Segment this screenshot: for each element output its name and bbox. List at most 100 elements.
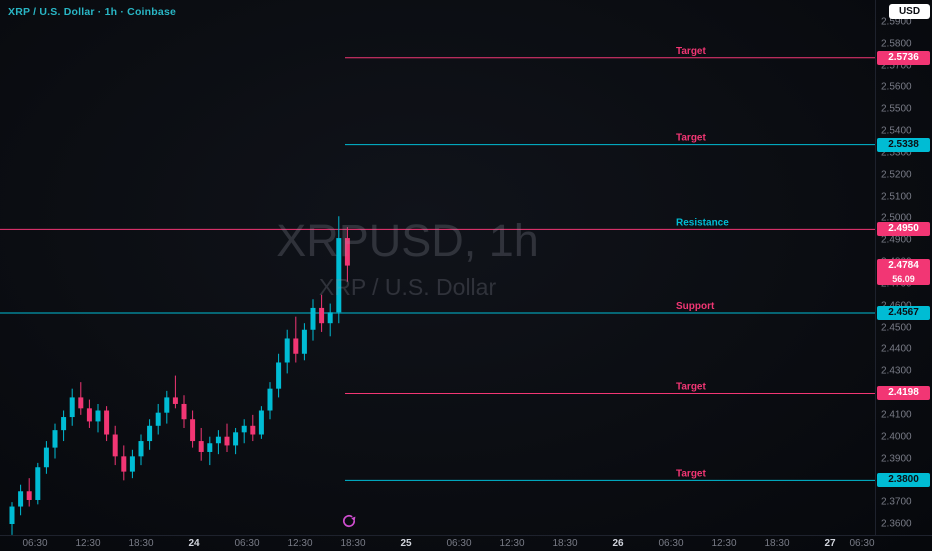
price-tick-label: 2.4300 xyxy=(881,365,912,377)
candle-body xyxy=(319,307,325,324)
bar-close-countdown: 56.09 xyxy=(892,273,915,284)
price-level-badge: 2.3800 xyxy=(877,473,930,488)
price-tick-label: 2.5500 xyxy=(881,103,912,115)
candle-body xyxy=(86,408,92,422)
time-tick-label: 06:30 xyxy=(22,538,48,549)
time-tick-label: 18:30 xyxy=(764,538,790,549)
price-level-label: Target xyxy=(676,468,706,479)
candlestick-chart[interactable]: Target Target Resistance Support Target Targe… xyxy=(0,0,875,535)
candle-body xyxy=(104,410,110,435)
time-tick-label: 25 xyxy=(400,538,412,549)
candle-body xyxy=(301,329,307,354)
candle-body xyxy=(155,412,161,426)
price-tick-label: 2.4900 xyxy=(881,234,912,246)
price-level-badge: 2.5736 xyxy=(877,50,930,65)
price-tick-label: 2.5200 xyxy=(881,169,912,181)
price-tick-label: 2.5700 xyxy=(881,60,912,72)
candle-body xyxy=(336,238,342,313)
candle-body xyxy=(310,307,316,330)
candle-body xyxy=(344,238,350,266)
price-tick-label: 2.4400 xyxy=(881,343,912,355)
price-level-badge: 2.4198 xyxy=(877,386,930,401)
candle-body xyxy=(69,397,75,418)
time-tick-label: 18:30 xyxy=(128,538,154,549)
price-tick-label: 2.5600 xyxy=(881,81,912,93)
price-tick-label: 2.3600 xyxy=(881,518,912,530)
candle-body xyxy=(172,397,178,404)
candle-body xyxy=(284,338,290,363)
candle-body xyxy=(95,410,101,422)
time-tick-label: 06:30 xyxy=(849,538,875,549)
price-tick-label: 2.4000 xyxy=(881,431,912,443)
price-tick-label: 2.4500 xyxy=(881,322,912,334)
candle-body xyxy=(198,441,204,452)
candle-body xyxy=(250,425,256,435)
candle-body xyxy=(190,419,196,442)
time-tick-label: 26 xyxy=(612,538,624,549)
price-tick-label: 2.5300 xyxy=(881,147,912,159)
time-axis[interactable]: 06:30 12:30 18:30 24 06:30 12:30 18:30 25 06:30 1… xyxy=(0,535,932,551)
price-tick-label: 2.3900 xyxy=(881,453,912,465)
time-tick-label: 18:30 xyxy=(340,538,366,549)
time-tick-label: 27 xyxy=(824,538,836,549)
time-tick-label: 12:30 xyxy=(711,538,737,549)
candle-body xyxy=(35,467,41,500)
candle-body xyxy=(43,447,49,468)
price-tick-label: 2.5400 xyxy=(881,125,912,137)
refresh-icon[interactable] xyxy=(340,512,358,530)
time-tick-label: 12:30 xyxy=(499,538,525,549)
candle-body xyxy=(26,491,32,500)
last-price-badge: 2.4784 56.09 xyxy=(877,258,930,285)
price-tick-label: 2.5000 xyxy=(881,212,912,224)
price-level-badge: 2.5338 xyxy=(877,137,930,152)
candle-body xyxy=(207,443,213,452)
candle-body xyxy=(147,425,153,442)
time-tick-label: 06:30 xyxy=(234,538,260,549)
currency-usd-button[interactable]: USD xyxy=(889,4,930,19)
candle-body xyxy=(61,417,67,431)
price-level-label: Target xyxy=(676,46,706,57)
candle-body xyxy=(233,432,239,446)
candle-body xyxy=(276,362,282,389)
price-tick-label: 2.5100 xyxy=(881,191,912,203)
candle-body xyxy=(327,312,333,324)
candle-body xyxy=(129,456,135,472)
candle-body xyxy=(293,338,299,354)
candle-body xyxy=(258,410,264,435)
candle-body xyxy=(78,397,84,409)
candle-body xyxy=(181,403,187,420)
time-tick-label: 24 xyxy=(188,538,200,549)
price-tick-label: 2.4600 xyxy=(881,300,912,311)
candle-body xyxy=(18,491,24,507)
price-tick-label: 2.3700 xyxy=(881,496,912,508)
candle-body xyxy=(9,506,15,524)
time-tick-label: 18:30 xyxy=(552,538,578,549)
last-price-value: 2.4784 xyxy=(888,259,919,271)
symbol-legend[interactable]: XRP / U.S. Dollar · 1h · Coinbase xyxy=(8,6,177,18)
candle-body xyxy=(224,436,230,446)
time-tick-label: 06:30 xyxy=(658,538,684,549)
time-tick-label: 06:30 xyxy=(446,538,472,549)
price-axis[interactable]: USD 2.5900 2.5800 2.5700 2.5600 2.5500 2.5400… xyxy=(875,0,932,535)
time-tick-label: 12:30 xyxy=(75,538,101,549)
price-tick-label: 2.5900 xyxy=(881,16,912,28)
candle-body xyxy=(241,425,247,433)
price-level-label: Support xyxy=(676,301,715,312)
candle-body xyxy=(112,434,118,457)
price-tick-label: 2.4100 xyxy=(881,409,912,421)
candle-body xyxy=(164,397,170,413)
price-level-label: Resistance xyxy=(676,217,729,228)
chart-canvas[interactable]: Target Target Resistance Support Target Targe… xyxy=(0,0,875,535)
candle-body xyxy=(52,430,58,448)
price-tick-label: 2.5800 xyxy=(881,38,912,50)
price-level-label: Target xyxy=(676,133,706,144)
price-level-badge: 2.4950 xyxy=(877,222,930,237)
candle-body xyxy=(267,388,273,411)
candle-body xyxy=(121,456,127,472)
candle-body xyxy=(215,436,221,444)
candle-body xyxy=(138,441,144,457)
time-tick-label: 12:30 xyxy=(287,538,313,549)
price-level-label: Target xyxy=(676,381,706,392)
price-level-badge: 2.4567 xyxy=(877,305,930,320)
